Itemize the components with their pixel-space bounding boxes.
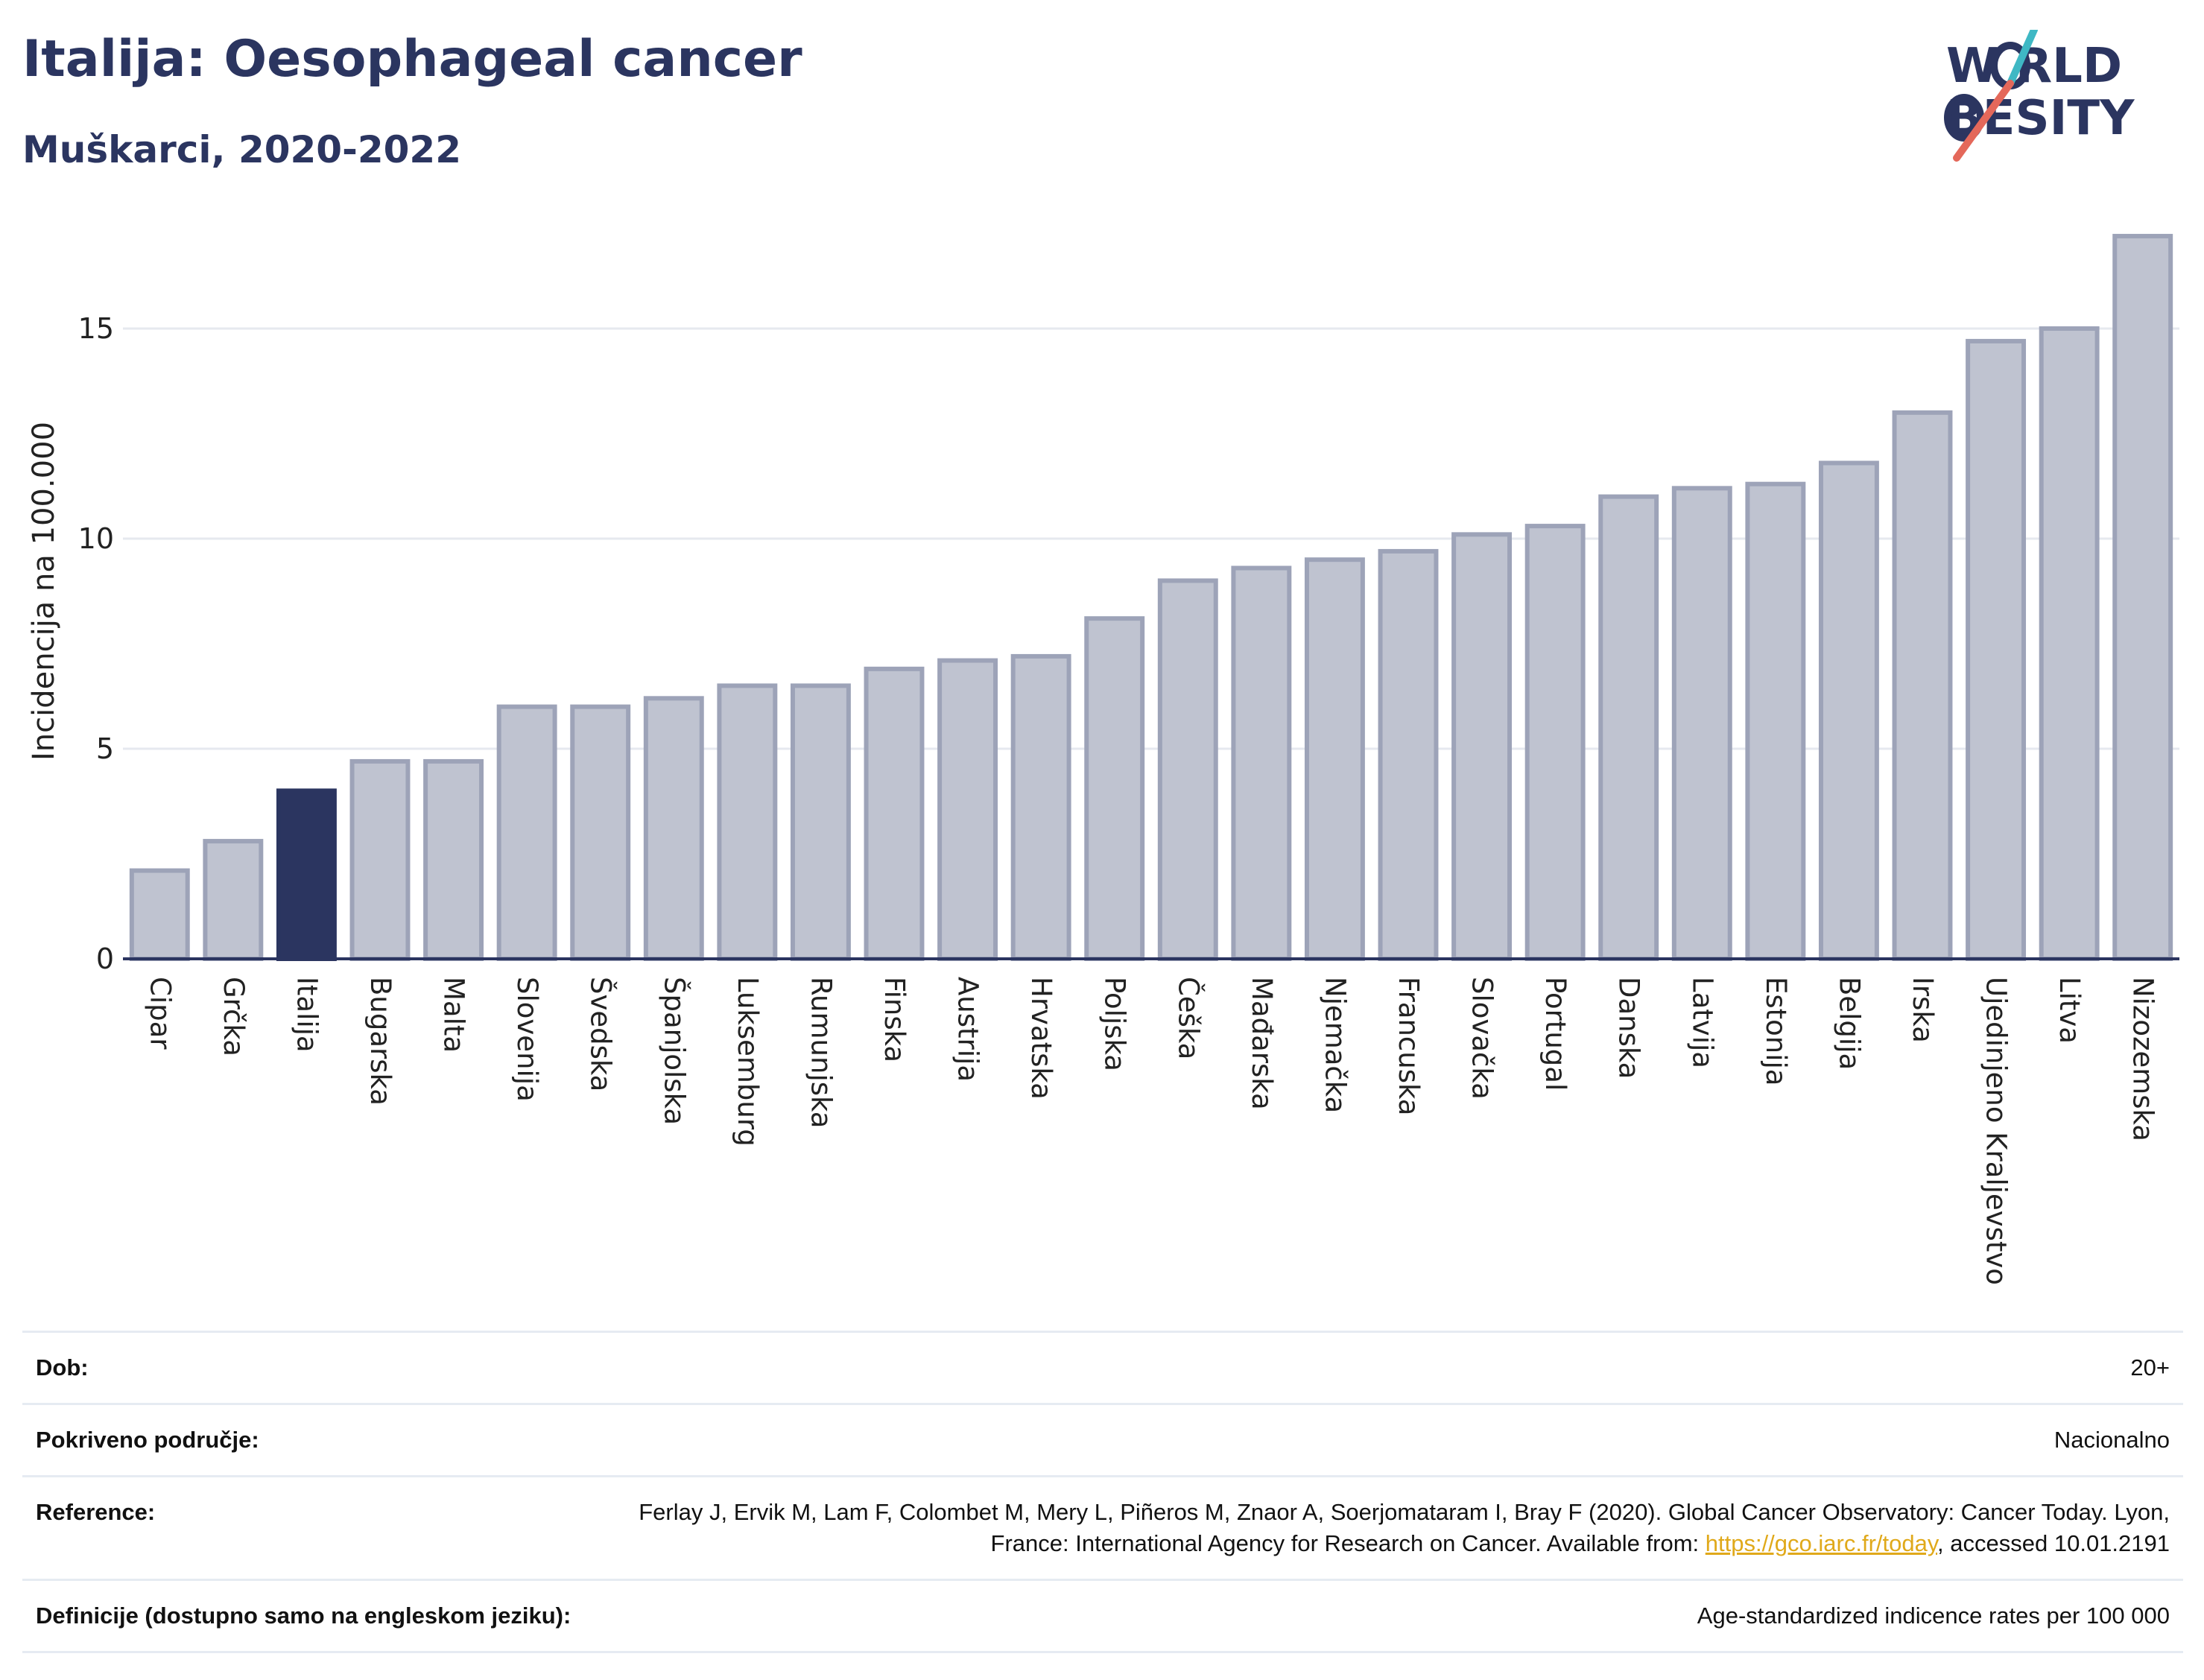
x-tick-label: Finska — [878, 977, 911, 1062]
bar — [2039, 326, 2100, 961]
x-tick-label: Luksemburg — [732, 977, 764, 1147]
x-tick-label: Malta — [438, 977, 470, 1053]
area-value: Nacionalno — [2053, 1427, 2170, 1453]
bar — [1818, 460, 1879, 961]
bar-chart: 0 5 10 15 Incidencija na 100.000 Cipar Grčka It… — [27, 233, 2179, 1285]
world-obesity-logo: W RLD BESITY — [1944, 30, 2135, 162]
bar — [1745, 481, 1806, 961]
x-tick-label: Njemačka — [1319, 977, 1351, 1113]
reference-value: Ferlay J, Ervik M, Lam F, Colombet M, Me… — [571, 1497, 2170, 1559]
info-row-reference: Reference: Ferlay J, Ervik M, Lam F, Col… — [22, 1475, 2183, 1579]
y-axis-title: Incidencija na 100.000 — [27, 422, 61, 761]
x-tick-label: Češka — [1172, 977, 1205, 1059]
bar — [717, 683, 778, 962]
x-tick-label: Hrvatska — [1025, 977, 1057, 1100]
info-row-definitions: Definicije (dostupno samo na engleskom j… — [22, 1579, 2183, 1653]
x-tick-label: Nizozemska — [2127, 977, 2159, 1141]
x-tick-label: Italija — [291, 977, 323, 1053]
bar — [1157, 578, 1218, 962]
area-label: Pokriveno područje: — [36, 1427, 259, 1453]
x-tick-label: Rumunjska — [805, 977, 837, 1128]
definitions-label: Definicije (dostupno samo na engleskom j… — [36, 1603, 571, 1629]
info-row-area: Pokriveno područje: Nacionalno — [22, 1403, 2183, 1475]
bar — [1524, 524, 1586, 961]
bar — [1451, 532, 1513, 961]
y-tick-label: 10 — [78, 522, 114, 555]
x-tick-label: Danska — [1613, 977, 1645, 1079]
bar — [129, 868, 190, 962]
x-tick-label: Estonija — [1760, 977, 1792, 1085]
x-tick-label: Grčka — [218, 977, 250, 1056]
bar — [1966, 338, 2027, 962]
bar — [570, 704, 631, 961]
x-tick-label: Portugal — [1539, 977, 1571, 1091]
logo-o-ring-bottom — [1944, 94, 1984, 142]
bar — [2112, 233, 2173, 962]
bar — [276, 788, 337, 962]
bar — [1304, 557, 1365, 961]
x-tick-label: Belgija — [1833, 977, 1865, 1070]
bar — [790, 683, 851, 962]
info-table: Dob: 20+ Pokriveno područje: Nacionalno … — [22, 1331, 2183, 1653]
logo-line-1: W RLD — [1946, 39, 2122, 94]
x-tick-label: Francuska — [1393, 977, 1425, 1115]
bar — [423, 758, 484, 961]
x-tick-label: Bugarska — [364, 977, 396, 1106]
x-tick-label: Litva — [2053, 977, 2086, 1044]
bar — [496, 704, 557, 961]
logo-slash-teal — [2007, 30, 2038, 87]
bar — [1671, 486, 1732, 961]
bar — [1231, 565, 1292, 961]
x-tick-label: Mađarska — [1246, 977, 1278, 1110]
bar — [1598, 494, 1659, 961]
y-tick-label: 5 — [96, 732, 114, 765]
bar — [349, 758, 411, 961]
x-tick-label: Slovenija — [511, 977, 543, 1102]
chart-title: Italija: Oesophageal cancer — [22, 30, 802, 89]
x-tick-label: Španjolska — [658, 977, 691, 1125]
x-tick-label: Slovačka — [1466, 977, 1498, 1100]
reference-label: Reference: — [36, 1499, 156, 1525]
reference-accessed: , accessed 10.01.2191 — [1937, 1530, 2170, 1556]
bar — [643, 696, 704, 961]
bar — [1378, 548, 1439, 961]
bar — [864, 666, 925, 962]
bar — [1892, 410, 1953, 961]
bar — [1084, 616, 1145, 961]
info-row-age: Dob: 20+ — [22, 1331, 2183, 1403]
reference-link[interactable]: https://gco.iarc.fr/today — [1705, 1530, 1938, 1556]
y-tick-label: 0 — [96, 942, 114, 975]
x-tick-label: Poljska — [1099, 977, 1131, 1071]
definitions-value: Age-standardized indicence rates per 100… — [1697, 1603, 2170, 1629]
bar — [1010, 653, 1071, 961]
age-value: 20+ — [2130, 1354, 2170, 1381]
x-tick-label: Švedska — [585, 977, 618, 1091]
x-tick-label: Irska — [1907, 977, 1939, 1043]
bar — [203, 839, 264, 961]
chart-subtitle: Muškarci, 2020-2022 — [22, 128, 462, 171]
x-tick-label: Cipar — [144, 977, 176, 1050]
x-tick-label: Austrija — [952, 977, 984, 1082]
bar — [937, 658, 998, 961]
age-label: Dob: — [36, 1354, 89, 1381]
logo-slash-coral — [1953, 80, 2014, 162]
x-tick-label: Latvija — [1686, 977, 1718, 1068]
x-tick-label: Ujedinjeno Kraljevstvo — [1980, 977, 2013, 1285]
reference-text: Ferlay J, Ervik M, Lam F, Colombet M, Me… — [639, 1499, 2170, 1556]
y-tick-label: 15 — [78, 312, 114, 345]
